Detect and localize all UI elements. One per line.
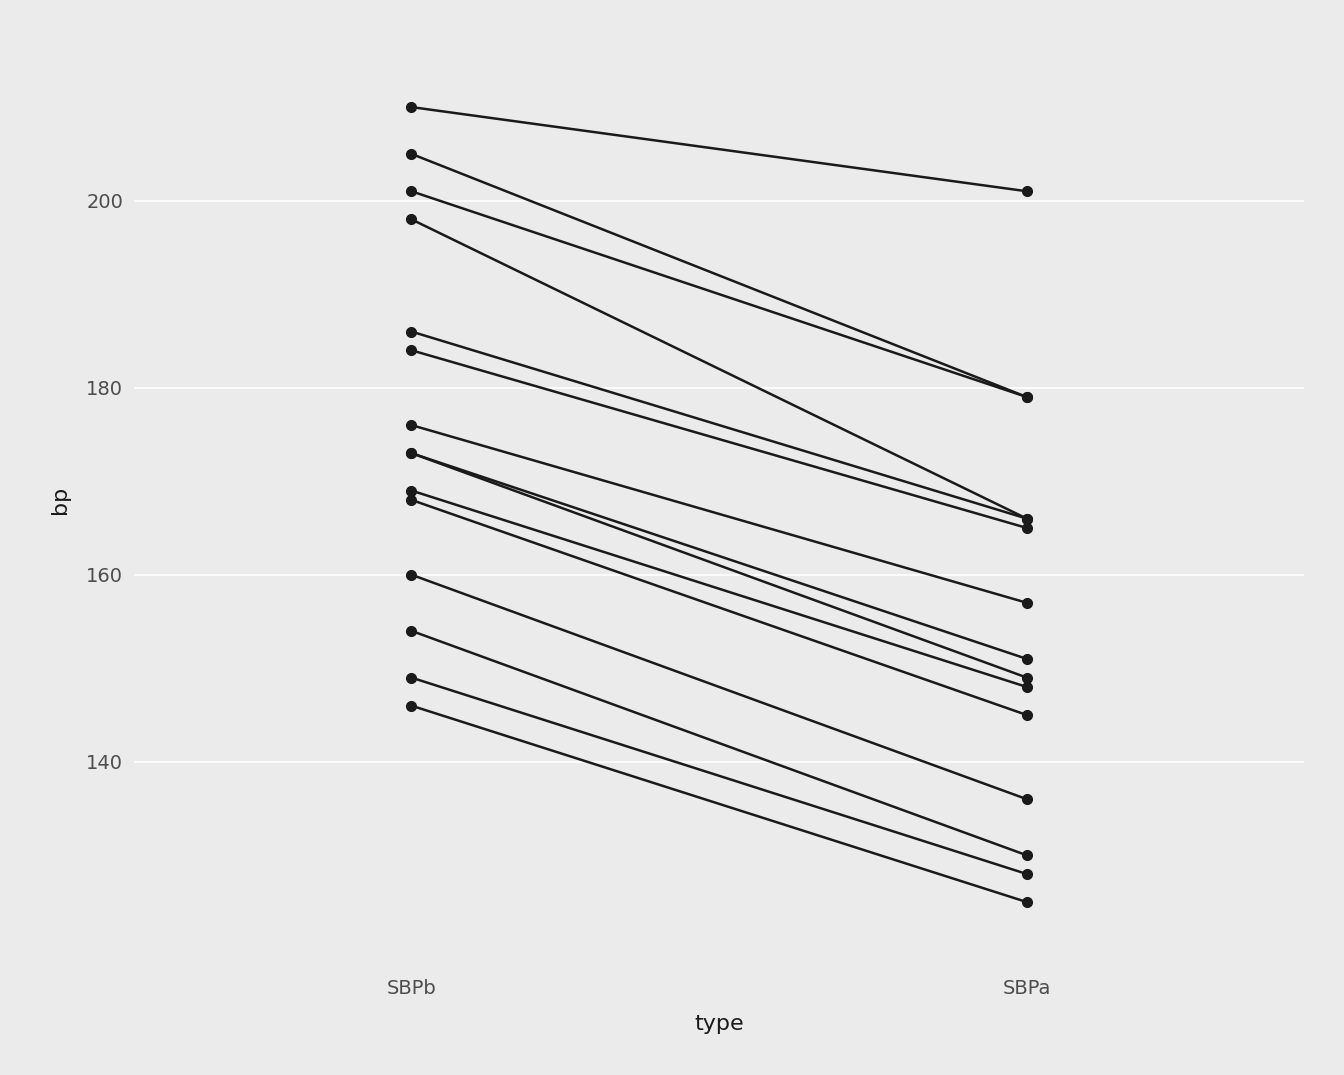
Y-axis label: bp: bp	[50, 486, 70, 514]
X-axis label: type: type	[695, 1015, 743, 1034]
